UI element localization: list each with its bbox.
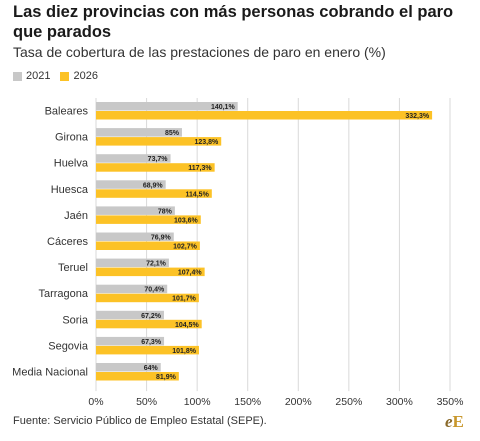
bar-2026 [96,189,212,198]
bar-2026 [96,137,222,146]
bar-2021 [96,180,166,189]
bar-2021 [96,336,165,346]
category-label: Huelva [54,158,89,170]
data-label-2026: 101,7% [172,296,197,303]
category-label: Media Nacional [12,367,88,379]
data-label-2021: 140,1% [211,104,236,111]
bar-2021 [96,232,174,241]
chart-title: Las diez provincias con más personas cob… [13,3,454,41]
source-footer: Fuente: Servicio Público de Empleo Estat… [13,415,267,427]
bar-2026 [96,163,215,172]
data-label-2026: 102,7% [173,244,198,251]
x-tick-label: 250% [335,396,362,408]
x-tick-label: 200% [285,396,312,408]
category-label: Jaén [64,210,88,222]
bar-2026 [96,293,199,303]
category-label: Baleares [45,106,89,118]
bar-2021 [96,258,169,268]
bar-2026 [96,241,200,250]
data-label-2026: 332,3% [405,113,430,120]
category-label: Girona [55,132,89,144]
data-label-2021: 67,2% [141,313,162,320]
bar-2021 [96,363,161,372]
data-label-2026: 123,8% [194,139,219,146]
x-tick-label: 350% [437,396,464,408]
bar-2021 [96,154,171,163]
data-label-2026: 101,8% [172,348,197,355]
bar-2021 [96,102,238,111]
data-label-2026: 81,9% [156,374,177,381]
category-label: Teruel [58,262,88,274]
category-label: Segovia [48,340,89,352]
bar-2021 [96,284,168,294]
x-tick-label: 100% [184,396,211,408]
data-label-2026: 117,3% [188,165,212,172]
bar-2021 [96,310,164,320]
data-label-2026: 107,4% [178,270,203,277]
bar-2021 [96,206,175,215]
legend-swatch-2026 [60,71,70,81]
bar-2026 [96,215,201,224]
data-label-2026: 104,5% [175,322,200,329]
bar-2026 [96,372,179,381]
bar-2026 [96,345,199,355]
bar-2026 [96,267,205,277]
bar-2021 [96,128,182,137]
bar-2026 [96,111,433,120]
bar-chart: 0% 50% 100% 150% 200% 250% 300% 350% Baleares 140… [12,98,464,408]
data-label-2021: 72,1% [146,261,167,268]
data-label-2021: 73,7% [148,156,169,163]
data-label-2021: 70,4% [144,287,165,294]
x-tick-label: 0% [88,396,103,408]
legend-label-2021: 2021 [26,70,51,82]
legend-item-2021: 2021 [13,70,50,82]
data-label-2021: 67,3% [141,339,162,346]
data-label-2026: 114,5% [185,191,209,198]
x-tick-label: 300% [386,396,413,408]
data-label-2021: 68,9% [143,182,164,189]
category-label: Tarragona [38,288,88,300]
chart-subtitle: Tasa de cobertura de las prestaciones de… [13,44,386,60]
category-label: Soria [62,314,89,326]
category-label: Huesca [51,184,89,196]
data-label-2026: 103,6% [174,217,199,224]
x-tick-label: 50% [136,396,157,408]
chart-legend: 2021 2026 [13,70,108,82]
data-label-2021: 85% [165,130,180,137]
data-label-2021: 78% [158,208,173,215]
brand-logo: eE [445,412,464,431]
bar-2026 [96,319,202,329]
data-label-2021: 76,9% [151,235,172,242]
legend-swatch-2021 [13,71,22,81]
legend-label-2026: 2026 [73,70,98,82]
category-label: Cáceres [47,236,88,248]
data-label-2021: 64% [144,365,159,372]
legend-item-2026: 2026 [60,70,98,82]
x-tick-label: 150% [234,396,261,408]
